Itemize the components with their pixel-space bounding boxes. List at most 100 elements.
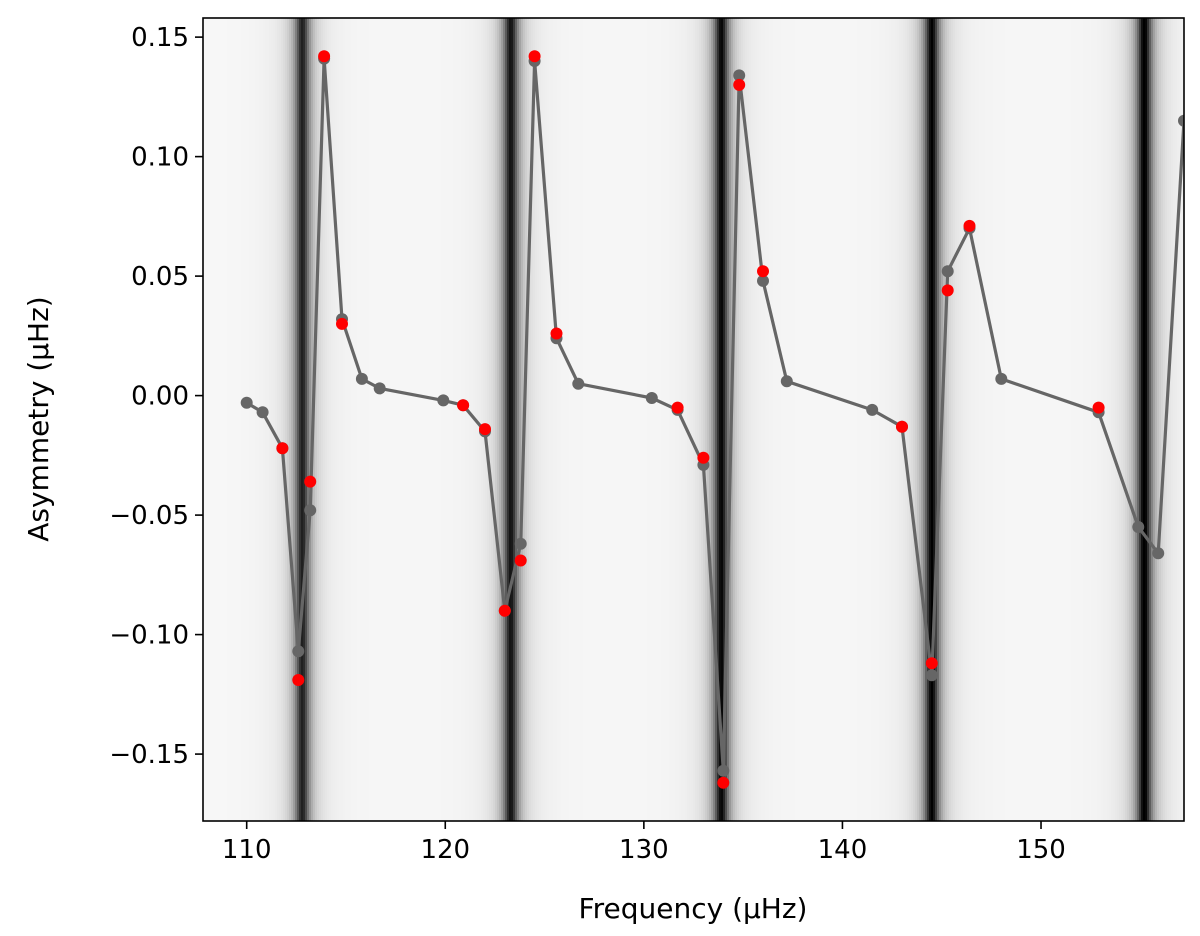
background-band-strip bbox=[497, 18, 500, 821]
background-band-strip bbox=[1161, 18, 1164, 821]
background-band-strip bbox=[361, 18, 364, 821]
background-band-strip bbox=[847, 18, 850, 821]
background-band-strip bbox=[287, 18, 290, 821]
background-band-strip bbox=[691, 18, 694, 821]
background-band-strip bbox=[809, 18, 812, 821]
background-band-strip bbox=[1113, 18, 1116, 821]
background-band-strip bbox=[665, 18, 668, 821]
background-band-strip bbox=[295, 18, 298, 821]
background-band-strip bbox=[559, 18, 562, 821]
model-point bbox=[256, 406, 269, 419]
background-band-strip bbox=[213, 18, 216, 821]
background-band-strip bbox=[947, 18, 950, 821]
background-band-strip bbox=[223, 18, 226, 821]
background-band-strip bbox=[543, 18, 546, 821]
background-band-strip bbox=[915, 18, 918, 821]
background-band-strip bbox=[485, 18, 488, 821]
background-band-strip bbox=[1151, 18, 1154, 821]
y-tick-label: −0.15 bbox=[109, 740, 189, 770]
background-band-strip bbox=[317, 18, 320, 821]
background-band-strip bbox=[1095, 18, 1098, 821]
background-band-strip bbox=[1067, 18, 1070, 821]
background-band-strip bbox=[241, 18, 244, 821]
background-band-strip bbox=[743, 18, 746, 821]
background-band-strip bbox=[711, 18, 714, 821]
background-band-strip bbox=[239, 18, 242, 821]
background-band-strip bbox=[795, 18, 798, 821]
observed-point bbox=[498, 604, 511, 617]
y-axis: 0.15 0.10 0.05 0.00 −0.05 −0.10 −0.15 bbox=[109, 23, 203, 770]
background-band-strip bbox=[959, 18, 962, 821]
background-band-strip bbox=[511, 18, 514, 821]
background-band-strip bbox=[839, 18, 842, 821]
background-band-strip bbox=[459, 18, 462, 821]
background-band-strip bbox=[667, 18, 670, 821]
background-band-strip bbox=[857, 18, 860, 821]
background-band-strip bbox=[395, 18, 398, 821]
background-band-strip bbox=[663, 18, 666, 821]
background-band-strip bbox=[641, 18, 644, 821]
background-band-strip bbox=[281, 18, 284, 821]
model-point bbox=[995, 372, 1008, 385]
background-band-strip bbox=[413, 18, 416, 821]
background-band-strip bbox=[933, 18, 936, 821]
background-band-strip bbox=[1087, 18, 1090, 821]
background-band-strip bbox=[343, 18, 346, 821]
background-band-strip bbox=[479, 18, 482, 821]
background-band-strip bbox=[465, 18, 468, 821]
background-band-strip bbox=[581, 18, 584, 821]
background-band-strip bbox=[1119, 18, 1122, 821]
observed-point bbox=[733, 78, 746, 91]
background-band-strip bbox=[923, 18, 926, 821]
background-band-strip bbox=[597, 18, 600, 821]
background-band-strip bbox=[283, 18, 286, 821]
background-band-strip bbox=[1033, 18, 1036, 821]
background-band-strip bbox=[861, 18, 864, 821]
background-band-strip bbox=[719, 18, 722, 821]
background-band-strip bbox=[349, 18, 352, 821]
background-band-strip bbox=[439, 18, 442, 821]
observed-point bbox=[757, 265, 769, 278]
model-point bbox=[733, 69, 746, 82]
model-point bbox=[572, 377, 585, 390]
background-band-strip bbox=[1059, 18, 1062, 821]
plot-frame bbox=[202, 17, 1185, 822]
background-band-strip bbox=[427, 18, 430, 821]
background-band-strip bbox=[827, 18, 830, 821]
background-band-strip bbox=[453, 18, 456, 821]
background-band-strip bbox=[921, 18, 924, 821]
background-band-strip bbox=[425, 18, 428, 821]
background-band-strip bbox=[563, 18, 566, 821]
background-band-strip bbox=[1019, 18, 1022, 821]
background-band-strip bbox=[781, 18, 784, 821]
background-band-strip bbox=[407, 18, 410, 821]
background-band-strip bbox=[985, 18, 988, 821]
background-band-strip bbox=[657, 18, 660, 821]
background-band-strip bbox=[721, 18, 724, 821]
background-band-strip bbox=[863, 18, 866, 821]
background-band-strip bbox=[741, 18, 744, 821]
background-band-strip bbox=[625, 18, 628, 821]
background-band-strip bbox=[211, 18, 214, 821]
background-band-strip bbox=[455, 18, 458, 821]
background-band-strip bbox=[255, 18, 258, 821]
background-band-strip bbox=[541, 18, 544, 821]
background-band-strip bbox=[1083, 18, 1086, 821]
background-band-strip bbox=[431, 18, 434, 821]
model-point bbox=[925, 669, 938, 682]
background-band-strip bbox=[875, 18, 878, 821]
background-band-strip bbox=[217, 18, 220, 821]
background-band-strip bbox=[823, 18, 826, 821]
model-point bbox=[304, 504, 317, 517]
background-band-strip bbox=[409, 18, 412, 821]
background-band-strip bbox=[755, 18, 758, 821]
background-band-strip bbox=[525, 18, 528, 821]
background-band-strip bbox=[547, 18, 550, 821]
background-band-strip bbox=[397, 18, 400, 821]
background-band-strip bbox=[1129, 18, 1132, 821]
background-band-strip bbox=[991, 18, 994, 821]
background-band-strip bbox=[683, 18, 686, 821]
background-band-strip bbox=[713, 18, 716, 821]
background-band-strip bbox=[553, 18, 556, 821]
background-band-strip bbox=[1013, 18, 1016, 821]
